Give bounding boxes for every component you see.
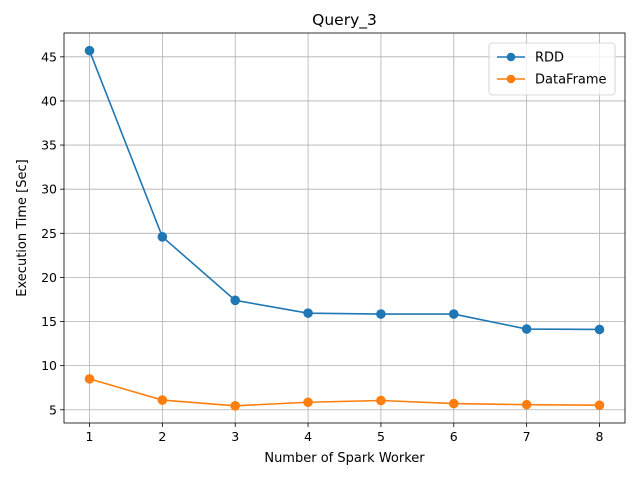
plot-frame: [63, 32, 626, 424]
legend-marker: [506, 74, 516, 84]
y-tick-label: 40: [41, 93, 57, 108]
data-point: [521, 324, 532, 334]
x-tick-label: 8: [596, 429, 604, 444]
data-point: [84, 374, 95, 384]
y-axis: 5 10 15 20 25 30 35 40 45: [41, 49, 64, 417]
legend-box: [488, 42, 616, 96]
series-line: [88, 50, 600, 331]
y-tick-label: 20: [41, 270, 57, 285]
data-point: [376, 309, 386, 319]
x-tick-label: 5: [377, 429, 385, 444]
series-line: [89, 378, 600, 407]
x-axis: 1 2 3 4 5 6 7 8: [86, 423, 604, 444]
series-rdd: [84, 45, 605, 335]
y-axis-label: Execution Time [Sec]: [15, 159, 30, 296]
x-tick-label: 4: [304, 429, 312, 444]
data-point: [303, 397, 313, 408]
x-tick-label: 3: [231, 429, 239, 444]
data-point: [230, 295, 241, 306]
series-layer: [84, 45, 605, 411]
x-tick-label: 7: [523, 429, 531, 444]
x-axis-label: Number of Spark Worker: [264, 451, 425, 466]
data-point: [521, 399, 532, 410]
data-point: [448, 398, 459, 409]
data-point: [303, 308, 313, 318]
y-tick-label: 15: [41, 314, 57, 329]
x-tick-label: 2: [158, 429, 166, 444]
y-tick-label: 35: [41, 138, 57, 153]
y-tick-label: 25: [41, 226, 57, 241]
chart-title: Query_3: [312, 11, 377, 30]
x-tick-label: 1: [86, 429, 94, 444]
y-tick-label: 45: [41, 49, 57, 64]
legend: RDD DataFrame: [488, 42, 616, 96]
y-tick-label: 30: [41, 182, 57, 197]
data-point: [230, 400, 241, 411]
data-point: [84, 45, 95, 56]
legend-label: RDD: [535, 51, 564, 66]
legend-label: DataFrame: [535, 73, 607, 88]
data-point: [157, 232, 168, 242]
data-point: [157, 395, 168, 405]
legend-item-dataframe: DataFrame: [497, 73, 607, 88]
legend-item-rdd: RDD: [497, 51, 564, 66]
legend-marker: [506, 52, 516, 62]
data-point: [594, 400, 605, 410]
series-dataframe: [84, 374, 605, 411]
x-tick-label: 6: [450, 429, 458, 444]
grid: [64, 33, 625, 423]
y-tick-label: 5: [49, 402, 57, 417]
y-tick-label: 10: [41, 358, 57, 373]
data-point: [376, 395, 386, 406]
data-point: [594, 324, 605, 335]
data-point: [448, 309, 459, 319]
